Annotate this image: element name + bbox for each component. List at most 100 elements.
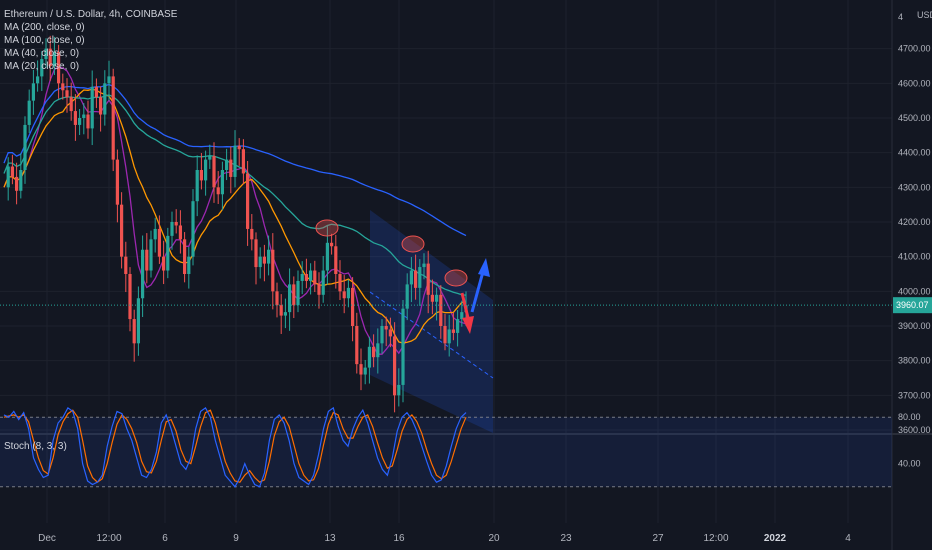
candle-body (216, 187, 220, 195)
candle-body (178, 225, 182, 240)
candle-body (36, 76, 40, 84)
arrow-down-head (462, 316, 474, 334)
candle-body (191, 201, 195, 257)
candle-body (439, 294, 443, 326)
candle-body (393, 336, 397, 396)
candle-body (99, 97, 103, 115)
candle-body (128, 274, 132, 320)
candle-body (141, 249, 145, 299)
candle-body (342, 291, 346, 299)
candle-body (73, 111, 77, 125)
candle-body (40, 59, 44, 77)
candle-body (111, 76, 115, 160)
candle-body (405, 284, 409, 309)
currency-label: USD (917, 10, 932, 20)
last-price-label: 3960.07 (896, 300, 929, 310)
candle-body (296, 280, 300, 306)
candle-body (115, 159, 119, 205)
candle-body (380, 326, 384, 344)
legend-ma100: MA (100, close, 0) (4, 35, 85, 46)
time-tick-label: 12:00 (703, 533, 728, 544)
candle-body (204, 159, 208, 181)
price-tick-label: 3700.00 (898, 390, 931, 400)
candle-body (384, 326, 388, 330)
candle-body (325, 242, 329, 271)
candle-body (220, 170, 224, 195)
candle-body (309, 270, 313, 281)
candle-body (250, 228, 254, 240)
candle-body (69, 97, 73, 112)
candle-body (359, 364, 363, 375)
candle-body (288, 284, 292, 313)
stochastic-pane (0, 406, 892, 488)
price-tick-label: 4700.00 (898, 44, 931, 54)
candle-body (48, 48, 52, 66)
candle-body (355, 326, 359, 365)
candle-body (124, 256, 128, 274)
candle-body (132, 319, 136, 344)
candle-body (430, 294, 434, 302)
candle-body (149, 239, 153, 271)
candle-body (275, 291, 279, 306)
candle-body (422, 263, 426, 268)
candle-body (435, 294, 439, 302)
candle-body (90, 86, 94, 129)
candle-body (174, 222, 178, 226)
candle-body (94, 86, 98, 98)
candle-body (456, 319, 460, 333)
candle-body (279, 305, 283, 316)
candle-body (388, 329, 392, 337)
candle-body (57, 52, 61, 84)
annotations (0, 219, 892, 334)
candle-body (346, 287, 350, 299)
legend-ma20: MA (20, close, 0) (4, 61, 80, 72)
time-axis: Dec 12:00 6 9 13 16 20 23 27 12:00 2022 4 (38, 533, 851, 544)
candle-body (363, 367, 367, 375)
last-price-badge (893, 297, 932, 314)
candle-body (460, 312, 464, 320)
highlight-ellipse (315, 219, 339, 237)
time-tick-label: 16 (393, 533, 405, 544)
candle-body (166, 235, 170, 271)
legend-title: Ethereum / U.S. Dollar, 4h, COINBASE (4, 9, 178, 20)
price-axis: 4700.00 4600.00 4500.00 4400.00 4300.00 4200.… (893, 12, 932, 469)
channel-area (370, 210, 493, 433)
price-tick-label: 4300.00 (898, 182, 931, 192)
price-tick-label: 4100.00 (898, 252, 931, 262)
candle-body (86, 114, 90, 129)
candle-body (6, 166, 10, 188)
candle-body (254, 239, 258, 268)
candle-body (15, 176, 19, 191)
time-tick-label: 4 (845, 533, 851, 544)
candle-body (443, 326, 447, 344)
candle-body (246, 173, 250, 229)
ma40-line (3, 88, 467, 344)
candle-body (107, 76, 111, 84)
candle-body (317, 284, 321, 295)
candle-body (157, 228, 161, 257)
stoch-tick-label: 40.00 (898, 459, 921, 469)
candle-body (82, 114, 86, 118)
candle-body (153, 228, 157, 240)
time-tick-label: 27 (652, 533, 664, 544)
legend-ma200: MA (200, close, 0) (4, 22, 85, 33)
stoch-band (0, 417, 892, 487)
candle-body (65, 90, 69, 98)
candle-body (195, 170, 199, 202)
candle-body (292, 284, 296, 306)
candle-body (103, 83, 107, 115)
price-tick-label: 3600.00 (898, 425, 931, 435)
candle-body (229, 159, 233, 177)
arrow-up-head (478, 258, 490, 277)
price-tick-label: 4400.00 (898, 148, 931, 158)
candle-body (44, 48, 48, 60)
time-tick-label: 23 (560, 533, 572, 544)
price-tick-label: 4500.00 (898, 113, 931, 123)
candle-body (61, 83, 65, 91)
candle-body (376, 343, 380, 358)
candle-body (170, 222, 174, 236)
candle-body (409, 270, 413, 285)
stoch-tick-label: 80.00 (898, 412, 921, 422)
price-tick-label: 3800.00 (898, 356, 931, 366)
